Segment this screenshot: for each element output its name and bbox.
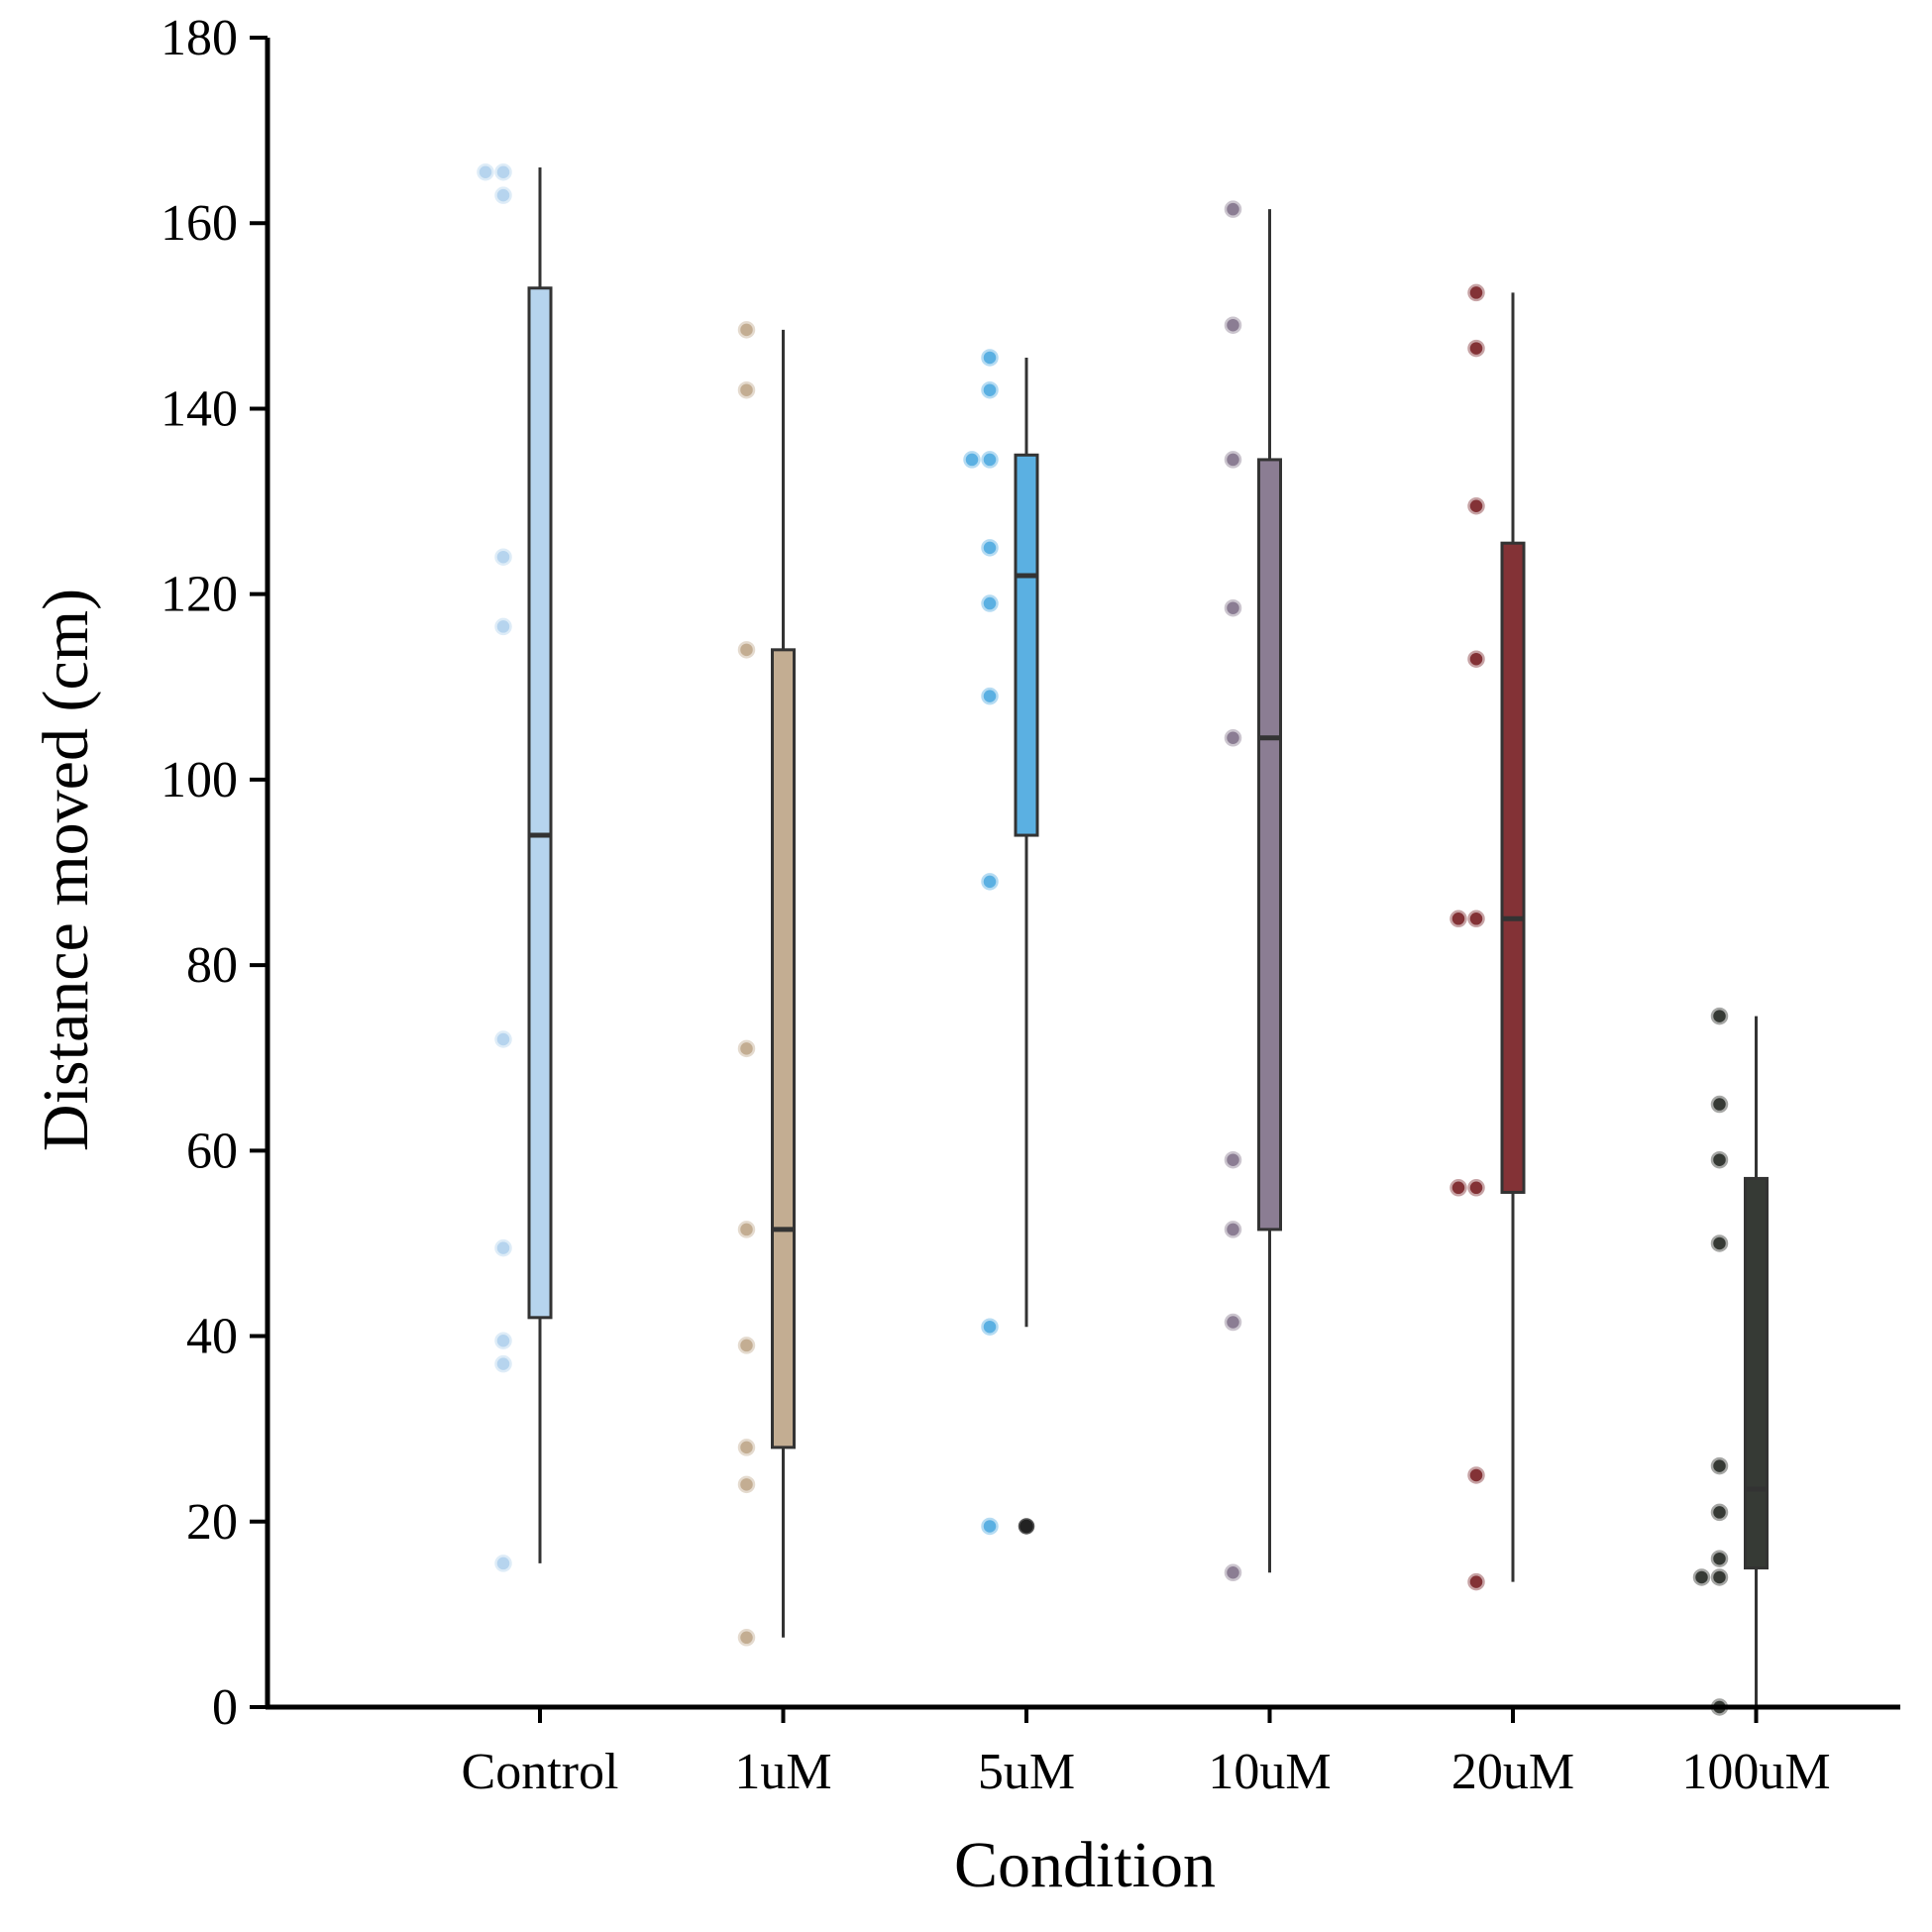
data-point	[1467, 339, 1485, 358]
data-point	[1467, 650, 1485, 668]
data-point	[1710, 1234, 1729, 1252]
y-axis-title: Distance moved (cm)	[30, 589, 102, 1151]
y-tick-label: 140	[161, 380, 238, 437]
data-point	[1224, 1150, 1242, 1169]
y-tick-label: 0	[212, 1679, 238, 1736]
data-point	[1224, 200, 1242, 218]
data-point	[737, 641, 756, 659]
data-point	[963, 451, 981, 469]
data-point	[737, 1039, 756, 1058]
data-point	[494, 617, 512, 636]
data-point	[494, 1332, 512, 1349]
box	[1014, 453, 1039, 837]
outlier-point	[1018, 1518, 1035, 1535]
data-point	[981, 349, 999, 367]
y-tick-label: 160	[161, 195, 238, 252]
y-tick-label: 100	[161, 752, 238, 808]
data-point	[477, 162, 494, 181]
y-tick-label: 40	[186, 1309, 238, 1365]
data-point	[1467, 910, 1485, 928]
data-point	[1467, 1179, 1485, 1197]
data-point	[737, 1629, 756, 1647]
data-point	[1710, 1568, 1729, 1586]
data-point	[494, 1238, 512, 1257]
x-tick-label: 10uM	[1208, 1744, 1331, 1800]
box	[1500, 541, 1526, 1194]
box-group	[477, 162, 553, 1572]
x-tick-label: Control	[462, 1744, 619, 1800]
box-group	[1224, 200, 1282, 1582]
box	[1257, 458, 1282, 1232]
data-point	[981, 594, 999, 612]
box-group	[1449, 283, 1526, 1591]
data-point	[494, 1354, 512, 1373]
data-point	[737, 1337, 756, 1354]
data-point	[1449, 910, 1467, 928]
data-point	[981, 873, 999, 891]
data-point	[494, 1555, 512, 1572]
data-point	[1710, 1456, 1729, 1475]
data-point	[1449, 1179, 1467, 1197]
x-tick-label: 100uM	[1681, 1744, 1830, 1800]
x-tick-label: 20uM	[1451, 1744, 1574, 1800]
data-point	[1224, 1563, 1242, 1582]
data-point	[981, 1517, 999, 1536]
box	[1744, 1176, 1769, 1570]
data-point	[1224, 598, 1242, 617]
data-point	[1467, 1466, 1485, 1484]
box-group	[737, 321, 796, 1647]
data-point	[494, 186, 512, 204]
y-tick-label: 180	[161, 10, 238, 66]
box-group	[1692, 1007, 1769, 1716]
data-point	[981, 687, 999, 705]
data-point	[1224, 316, 1242, 334]
data-point	[737, 1475, 756, 1494]
data-point	[1224, 451, 1242, 469]
data-point	[737, 1221, 756, 1238]
data-point	[1467, 1572, 1485, 1591]
y-tick-label: 120	[161, 567, 238, 623]
data-point	[1692, 1568, 1711, 1586]
box	[527, 286, 553, 1320]
data-point	[494, 162, 512, 181]
data-point	[981, 539, 999, 557]
data-point	[1710, 1550, 1729, 1567]
y-tick-label: 60	[186, 1123, 238, 1179]
data-point	[981, 1318, 999, 1336]
data-point	[1467, 496, 1485, 515]
plot-area	[477, 162, 1769, 1716]
data-point	[981, 380, 999, 399]
x-tick-label: 1uM	[734, 1744, 831, 1800]
data-point	[981, 451, 999, 469]
data-point	[1710, 1503, 1729, 1522]
box-group	[963, 349, 1039, 1536]
axes: 0 20 40 60 80 100 120 140 160 180 Control 1uM 5uM 10u…	[161, 10, 1900, 1800]
data-point	[1224, 729, 1242, 747]
data-point	[1224, 1221, 1242, 1238]
data-point	[737, 380, 756, 399]
data-point	[737, 1439, 756, 1456]
box	[771, 648, 796, 1449]
data-point	[1710, 1007, 1729, 1025]
x-tick-label: 5uM	[978, 1744, 1075, 1800]
data-point	[1710, 1095, 1729, 1114]
data-point	[494, 1030, 512, 1048]
data-point	[1710, 1150, 1729, 1169]
y-tick-label: 80	[186, 937, 238, 994]
data-point	[1224, 1313, 1242, 1332]
data-point	[737, 321, 756, 339]
data-point	[494, 548, 512, 566]
data-point	[1467, 283, 1485, 302]
y-tick-label: 20	[186, 1494, 238, 1551]
x-axis-title: Condition	[954, 1829, 1216, 1901]
